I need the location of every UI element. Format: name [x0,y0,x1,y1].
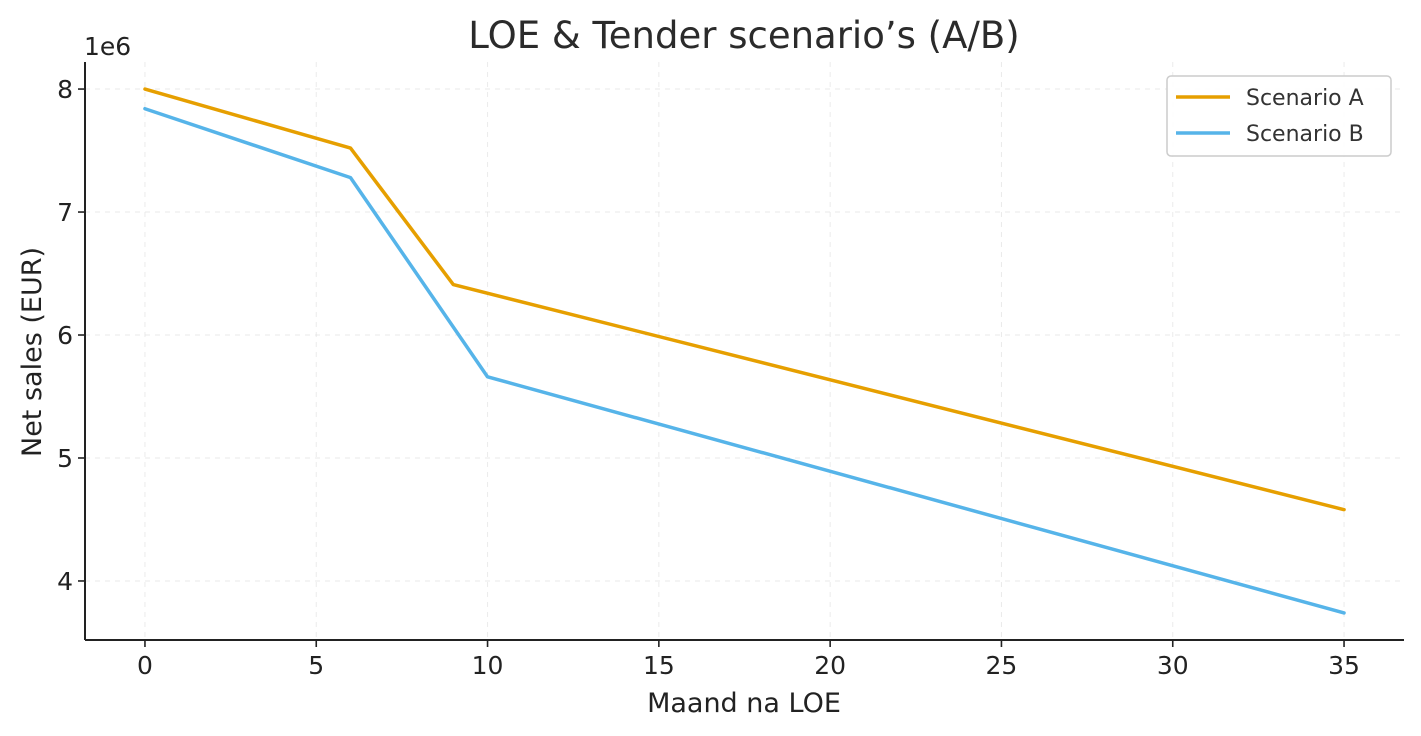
x-tick-label: 5 [308,651,324,680]
x-tick-label: 0 [137,651,153,680]
legend-label-scenario-b: Scenario B [1246,122,1364,147]
series-line-scenario-b [143,106,1346,615]
y-tick-label: 6 [57,321,73,350]
y-tick-label: 7 [57,198,73,227]
y-tick-label: 5 [57,444,73,473]
x-tick-label: 20 [814,651,846,680]
series-layer [143,87,1346,615]
x-tick-label: 10 [472,651,504,680]
series-line-scenario-a [143,87,1346,512]
y-tick-label: 8 [57,75,73,104]
legend-label-scenario-a: Scenario A [1246,86,1364,111]
y-offset-label: 1e6 [84,32,131,61]
grid-layer [85,62,1404,640]
x-axis-label: Maand na LOE [647,688,841,719]
axes-layer [84,62,1404,641]
legend: Scenario A Scenario B [1166,75,1392,157]
y-axis-label: Net sales (EUR) [17,247,48,457]
x-tick-label: 15 [643,651,675,680]
y-tick-label: 4 [57,567,73,596]
x-tick-label: 30 [1157,651,1189,680]
x-tick-label: 25 [986,651,1018,680]
x-tick-label: 35 [1328,651,1360,680]
y-ticks: 4 5 6 7 8 [57,75,85,596]
x-ticks: 0 5 10 15 20 25 30 35 [137,640,1360,680]
chart-title: LOE & Tender scenario’s (A/B) [468,14,1019,57]
